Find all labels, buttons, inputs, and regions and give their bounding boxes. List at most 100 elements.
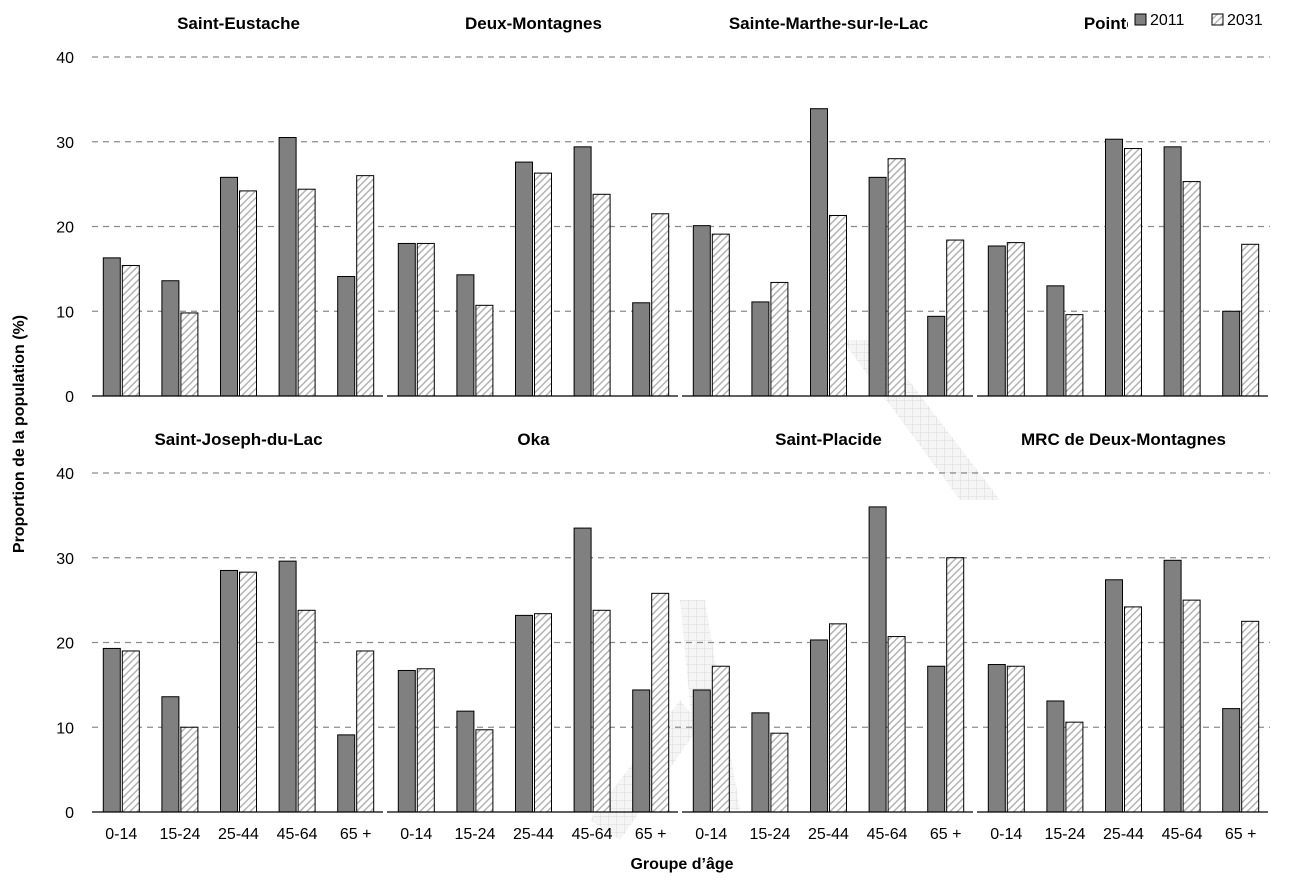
bar-2011 <box>397 242 416 397</box>
x-tick-label: 15-24 <box>1044 826 1085 843</box>
bar-2011 <box>397 669 416 813</box>
bar-2011 <box>692 225 711 397</box>
bar-2011 <box>573 527 592 813</box>
panel-title: Saint-Joseph-du-Lac <box>154 430 322 449</box>
legend-background <box>1128 0 1289 38</box>
bar-2011 <box>102 257 121 397</box>
bar-2011 <box>1222 708 1241 813</box>
bar-2011 <box>692 689 711 813</box>
bar-2031 <box>297 188 316 397</box>
x-tick-label: 0-14 <box>400 826 432 843</box>
bar-2011 <box>632 302 651 397</box>
bar-2011 <box>573 146 592 397</box>
bar-2031 <box>180 726 199 813</box>
x-tick-label: 15-24 <box>454 826 495 843</box>
bar-2031 <box>946 239 965 397</box>
panel-title: Saint-Placide <box>775 430 882 449</box>
bar-2011 <box>1222 310 1241 397</box>
x-tick-label: 65 + <box>340 826 372 843</box>
x-axis-title: Groupe d’âge <box>630 856 733 873</box>
x-tick-label: 0-14 <box>990 826 1022 843</box>
x-tick-label: 25-44 <box>1103 826 1144 843</box>
bar-2031 <box>711 233 730 397</box>
bar-2011 <box>987 245 1006 397</box>
y-tick-label: 10 <box>56 720 74 737</box>
x-tick-label: 45-64 <box>1162 826 1203 843</box>
bar-2011 <box>337 276 356 397</box>
bar-2031 <box>829 214 847 397</box>
bar-2031 <box>829 623 847 813</box>
y-tick-label: 40 <box>56 50 74 67</box>
x-tick-label: 45-64 <box>277 826 318 843</box>
bar-2011 <box>220 176 238 397</box>
bar-2011 <box>456 274 475 397</box>
bar-2031 <box>180 312 199 397</box>
legend-swatch-2011 <box>1134 13 1147 26</box>
bar-2011 <box>987 664 1006 813</box>
bar-2031 <box>475 729 494 813</box>
bar-2031 <box>1006 242 1025 397</box>
legend-swatch-2031 <box>1211 13 1224 26</box>
y-tick-label: 0 <box>65 805 74 822</box>
bar-2031 <box>887 158 906 397</box>
bar-2011 <box>161 696 180 813</box>
x-tick-label: 45-64 <box>867 826 908 843</box>
bar-2011 <box>927 665 946 813</box>
bar-2031 <box>770 732 789 813</box>
y-tick-label: 30 <box>56 551 74 568</box>
bar-2011 <box>220 569 238 813</box>
y-tick-label: 20 <box>56 636 74 653</box>
y-axis-title: Proportion de la population (%) <box>11 315 28 553</box>
bar-2031 <box>592 193 611 397</box>
panel-title: Sainte-Marthe-sur-le-Lac <box>729 14 928 33</box>
bar-2031 <box>711 665 730 813</box>
x-tick-label: 65 + <box>635 826 667 843</box>
bar-2031 <box>356 175 375 397</box>
bar-2031 <box>534 172 552 397</box>
bar-2031 <box>770 281 789 397</box>
bar-2031 <box>356 650 375 813</box>
y-tick-label: 30 <box>56 135 74 152</box>
x-tick-label: 65 + <box>1225 826 1257 843</box>
bar-2031 <box>121 264 140 397</box>
x-tick-label: 25-44 <box>808 826 849 843</box>
bar-2011 <box>1163 559 1182 813</box>
panel-title: Deux-Montagnes <box>465 14 602 33</box>
bar-2031 <box>651 213 670 397</box>
y-tick-label: 10 <box>56 304 74 321</box>
watermark-shape <box>842 340 1000 500</box>
x-tick-label: 45-64 <box>572 826 613 843</box>
bar-2031 <box>416 668 435 813</box>
bar-2031 <box>1182 599 1201 813</box>
x-tick-label: 65 + <box>930 826 962 843</box>
bar-2011 <box>278 560 297 813</box>
bar-2031 <box>475 304 494 397</box>
bar-2031 <box>121 650 140 813</box>
bar-2031 <box>1182 181 1201 397</box>
bar-2031 <box>887 636 906 813</box>
bar-2031 <box>1065 314 1084 397</box>
bar-2011 <box>1046 700 1065 813</box>
bar-2031 <box>1124 606 1142 813</box>
bar-2031 <box>239 571 257 813</box>
legend: 2011 2031 <box>1128 0 1289 38</box>
x-tick-label: 0-14 <box>105 826 137 843</box>
plot-area: 0 10 20 30 40 0 10 20 30 40 Saint-Eustache Deux-Mon… <box>11 0 1289 873</box>
bar-2011 <box>515 161 533 397</box>
x-tick-label: 15-24 <box>159 826 200 843</box>
bar-2011 <box>927 315 946 397</box>
bar-2011 <box>456 710 475 813</box>
bar-2011 <box>751 712 770 813</box>
x-tick-label: 25-44 <box>513 826 554 843</box>
x-tick-label: 0-14 <box>695 826 727 843</box>
bar-2031 <box>416 242 435 397</box>
bar-2011 <box>1046 285 1065 397</box>
bar-2011 <box>337 734 356 813</box>
bar-2011 <box>1105 579 1123 813</box>
bar-2031 <box>651 592 670 813</box>
bar-2031 <box>946 557 965 813</box>
bar-2031 <box>1006 665 1025 813</box>
bar-2011 <box>1105 138 1123 397</box>
bar-2011 <box>515 614 533 813</box>
